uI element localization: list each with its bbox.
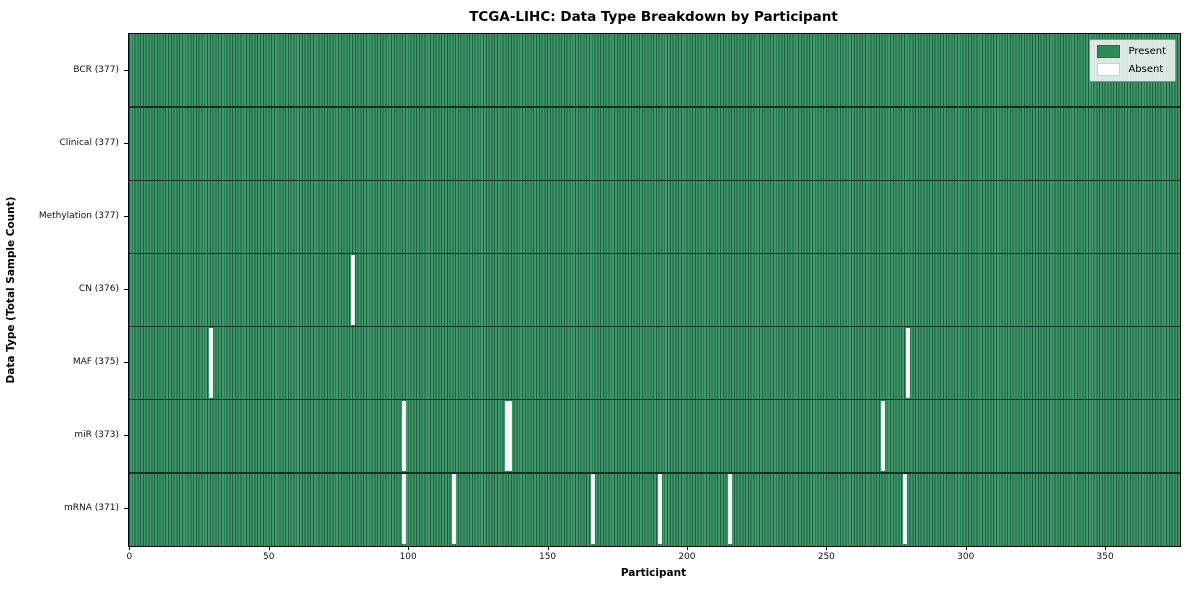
row-separator bbox=[129, 106, 1180, 108]
row-separator bbox=[129, 398, 1180, 401]
absent-mark-maf-29 bbox=[209, 328, 214, 399]
xtick-mark-50 bbox=[268, 546, 270, 550]
xtick-label-300: 300 bbox=[957, 552, 975, 562]
absent-mark-mrna-215 bbox=[727, 474, 732, 545]
ytick-label-methylation: Methylation (377) bbox=[38, 210, 119, 221]
xtick-mark-350 bbox=[1105, 546, 1107, 550]
legend-entry-absent: Absent bbox=[1097, 63, 1166, 76]
plot-area bbox=[128, 33, 1181, 547]
absent-swatch bbox=[1097, 63, 1121, 76]
absent-mark-mrna-278 bbox=[903, 474, 908, 545]
xtick-mark-100 bbox=[408, 546, 410, 550]
xtick-label-0: 0 bbox=[126, 552, 133, 562]
ytick-mark bbox=[124, 362, 128, 364]
absent-mark-cn-80 bbox=[351, 254, 356, 326]
ytick-label-clinical: Clinical (377) bbox=[59, 137, 119, 148]
ytick-label-maf: MAF (375) bbox=[72, 357, 119, 368]
ytick-mark bbox=[124, 215, 128, 217]
xtick-label-350: 350 bbox=[1096, 552, 1114, 562]
chart-title: TCGA-LIHC: Data Type Breakdown by Partic… bbox=[469, 9, 838, 25]
ytick-label-mir: miR (373) bbox=[74, 430, 119, 441]
legend-entry-present: Present bbox=[1097, 45, 1166, 58]
xtick-label-250: 250 bbox=[817, 552, 835, 562]
ytick-label-mrna: mRNA (371) bbox=[64, 503, 119, 514]
absent-mark-mir-98 bbox=[401, 401, 406, 472]
xtick-label-100: 100 bbox=[399, 552, 417, 562]
xtick-label-200: 200 bbox=[678, 552, 696, 562]
heatmap-row-cn bbox=[129, 253, 1180, 327]
ytick-mark bbox=[124, 435, 128, 437]
legend-label-absent: Absent bbox=[1128, 64, 1164, 75]
ytick-mark bbox=[124, 508, 128, 510]
present-swatch bbox=[1097, 45, 1121, 58]
heatmap-row-bcr bbox=[129, 34, 1180, 108]
xtick-label-150: 150 bbox=[538, 552, 557, 562]
row-separator bbox=[129, 472, 1180, 474]
absent-mark-mir-136 bbox=[507, 401, 512, 472]
xtick-mark-300 bbox=[965, 546, 967, 550]
row-separator bbox=[129, 179, 1180, 182]
xtick-mark-0 bbox=[129, 546, 131, 550]
absent-mark-mrna-98 bbox=[401, 474, 406, 545]
xtick-label-50: 50 bbox=[263, 552, 275, 562]
heatmap-row-mir bbox=[129, 399, 1180, 473]
absent-mark-maf-279 bbox=[906, 328, 911, 399]
ytick-mark bbox=[124, 289, 128, 290]
xtick-mark-250 bbox=[826, 546, 828, 550]
xtick-mark-200 bbox=[686, 546, 688, 550]
heatmap-row-methylation bbox=[129, 180, 1180, 254]
xtick-mark-150 bbox=[547, 546, 549, 550]
absent-mark-mrna-166 bbox=[591, 474, 596, 545]
heatmap-row-mrna bbox=[129, 472, 1180, 546]
absent-mark-mrna-116 bbox=[451, 474, 456, 545]
heatmap-row-maf bbox=[129, 326, 1180, 400]
absent-mark-mir-135 bbox=[504, 401, 509, 472]
legend-label-present: Present bbox=[1128, 46, 1166, 57]
heatmap-row-clinical bbox=[129, 107, 1180, 181]
ytick-label-cn: CN (376) bbox=[78, 284, 119, 294]
ytick-label-bcr: BCR (377) bbox=[73, 64, 119, 75]
legend: Present Absent bbox=[1089, 39, 1176, 82]
ytick-mark bbox=[124, 69, 128, 71]
absent-mark-mir-270 bbox=[881, 401, 886, 472]
row-separator bbox=[129, 325, 1180, 328]
absent-mark-mrna-190 bbox=[658, 474, 663, 545]
ytick-mark bbox=[124, 142, 128, 144]
x-axis-label: Participant bbox=[620, 567, 687, 579]
row-separator bbox=[129, 252, 1180, 255]
